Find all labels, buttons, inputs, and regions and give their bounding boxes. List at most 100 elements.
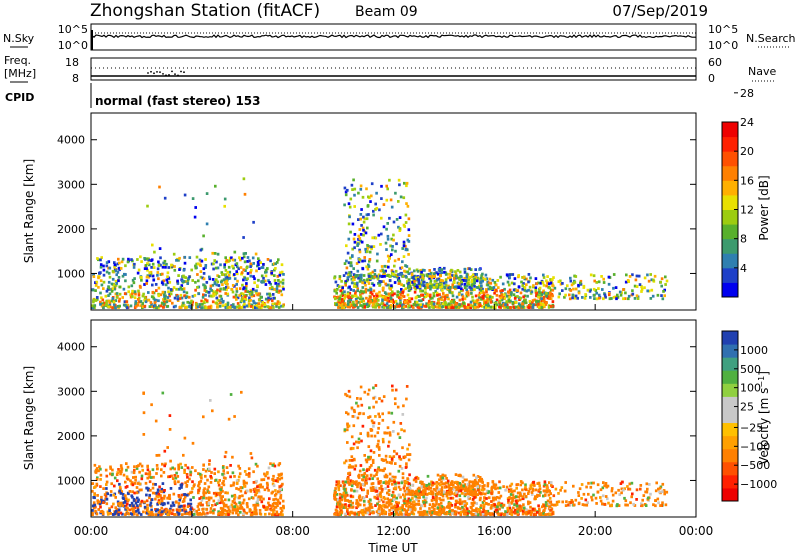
velocity-cell	[419, 507, 422, 510]
power-cell	[597, 287, 600, 290]
velocity-cell	[210, 476, 213, 480]
power-cell	[513, 297, 517, 300]
power-cell	[366, 278, 369, 282]
velocity-cell	[529, 513, 533, 516]
velocity-cell	[97, 469, 100, 473]
power-cell	[535, 282, 538, 286]
power-cell	[348, 291, 352, 295]
power-cell	[256, 284, 259, 288]
velocity-cell	[490, 504, 493, 507]
power-cell	[136, 271, 140, 275]
power-cell	[340, 279, 343, 283]
power-cell	[650, 288, 654, 292]
power-cell	[383, 272, 386, 275]
power-cell	[395, 242, 398, 246]
power-cell	[406, 301, 410, 305]
power-cell	[415, 300, 419, 304]
power-cell	[454, 272, 458, 276]
power-cell	[466, 291, 470, 295]
velocity-cell	[541, 513, 544, 516]
power-cell	[248, 292, 252, 295]
velocity-cell	[377, 480, 380, 484]
velocity-cell	[344, 392, 347, 396]
power-cell	[469, 303, 472, 307]
velocity-cell	[149, 501, 153, 505]
velocity-cell	[276, 504, 279, 507]
power-cell	[664, 283, 667, 286]
power-cell	[274, 267, 277, 270]
power-cell	[202, 234, 205, 238]
power-cell	[412, 276, 415, 280]
power-cell	[412, 303, 416, 306]
velocity-cell	[168, 510, 171, 514]
power-cell	[634, 278, 638, 282]
power-cell	[264, 268, 268, 272]
power-cell	[115, 273, 118, 277]
velocity-cell	[516, 508, 519, 511]
velocity-cell	[360, 403, 364, 407]
power-cell	[171, 301, 174, 305]
power-cell	[461, 295, 465, 299]
power-cell	[278, 284, 281, 288]
power-cell	[369, 296, 372, 299]
velocity-cell	[499, 504, 503, 507]
velocity-cell	[252, 481, 256, 484]
velocity-cell	[352, 408, 356, 412]
power-cell	[493, 291, 496, 295]
power-cell	[111, 306, 114, 310]
velocity-cell	[515, 486, 518, 490]
velocity-cell	[274, 489, 277, 492]
velocity-cell	[197, 488, 200, 492]
velocity-cell	[273, 464, 277, 468]
power-cell	[130, 292, 134, 296]
power-cell	[439, 279, 443, 282]
power-cell	[407, 305, 410, 309]
velocity-cell	[508, 506, 511, 510]
power-cell	[388, 306, 392, 309]
power-cell	[342, 302, 346, 306]
power-cell	[350, 183, 354, 187]
velocity-cell	[409, 498, 412, 502]
velocity-cell	[479, 496, 482, 500]
power-cell	[228, 305, 231, 309]
velocity-cell	[378, 504, 381, 507]
power-cell	[278, 289, 281, 293]
velocity-cell	[404, 499, 408, 503]
velocity-cell	[502, 485, 505, 488]
power-cell	[482, 293, 486, 296]
power-cell	[202, 272, 206, 275]
velocity-cell	[251, 496, 255, 500]
power-cell	[228, 270, 232, 274]
power-cell	[233, 306, 236, 309]
power-cell	[225, 259, 228, 262]
velocity-cell	[401, 476, 405, 480]
velocity-cell	[125, 509, 129, 513]
power-cell	[161, 301, 164, 305]
power-cell	[527, 288, 530, 292]
power-cell	[444, 302, 448, 306]
power-cell	[407, 253, 410, 256]
power-cell	[217, 284, 221, 287]
power-cell	[385, 304, 388, 308]
power-cell	[245, 266, 248, 270]
power-cell	[553, 286, 557, 290]
power-cell	[523, 299, 526, 303]
velocity-cell	[173, 513, 176, 516]
velocity-cell	[521, 481, 524, 485]
velocity-cell	[114, 496, 117, 499]
power-cell	[470, 291, 473, 295]
power-cell	[442, 292, 445, 295]
power-cell	[157, 286, 161, 290]
power-cell	[500, 293, 504, 296]
power-cell	[468, 286, 471, 289]
power-cell	[125, 306, 129, 310]
power-cell	[449, 286, 452, 289]
velocity-cell	[266, 505, 269, 509]
velocity-cell	[387, 440, 391, 444]
power-colorbar-segment	[722, 209, 738, 225]
velocity-cell	[203, 482, 207, 485]
power-cell	[499, 303, 502, 307]
velocity-cell	[243, 510, 246, 514]
velocity-cell	[281, 482, 284, 486]
velocity-cell	[407, 484, 410, 487]
